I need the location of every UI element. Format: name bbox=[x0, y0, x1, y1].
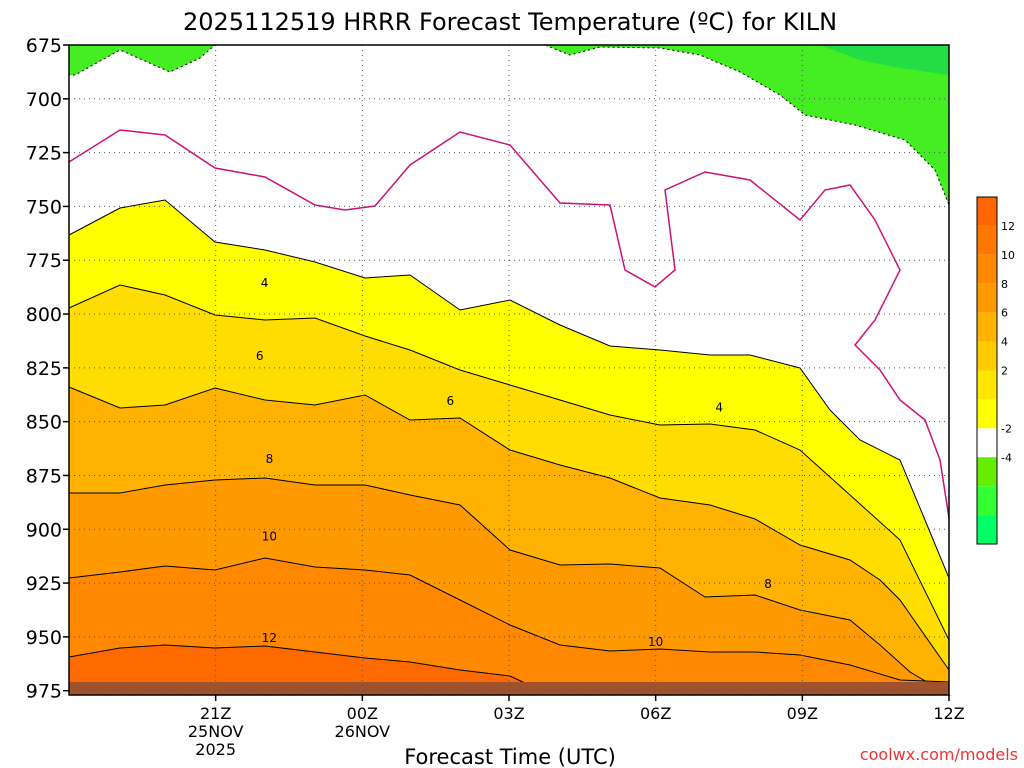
colorbar-label: -2 bbox=[1001, 422, 1012, 435]
colorbar-label: 10 bbox=[1001, 249, 1015, 262]
fill-cold-top-right bbox=[544, 44, 950, 206]
colorbar-label: 4 bbox=[1001, 336, 1008, 349]
contour-label: 12 bbox=[262, 631, 277, 645]
x-tick-label: 12Z bbox=[933, 704, 964, 723]
colorbar-label: -4 bbox=[1001, 451, 1012, 464]
contour-label: 10 bbox=[648, 635, 663, 649]
x-axis-label: Forecast Time (UTC) bbox=[404, 745, 616, 768]
contour-label: 6 bbox=[447, 394, 455, 408]
colorbar-label: 2 bbox=[1001, 365, 1008, 378]
colorbar-segment bbox=[977, 428, 997, 458]
colorbar-segment bbox=[977, 457, 997, 487]
fill-cold-top-left bbox=[68, 44, 217, 76]
y-tick-label: 975 bbox=[26, 681, 62, 703]
contour-label: 10 bbox=[262, 530, 277, 544]
contour-label: 8 bbox=[764, 577, 772, 591]
colorbar-segment bbox=[977, 486, 997, 516]
y-axis: 675 700 725 750 775 800 825 850 875 900 925 950 975 bbox=[26, 35, 69, 703]
colorbar-segment bbox=[977, 197, 997, 226]
contour-label: 4 bbox=[261, 276, 269, 290]
y-tick-label: 950 bbox=[26, 627, 62, 649]
contour-label: 6 bbox=[256, 349, 264, 363]
colorbar-segment bbox=[977, 515, 997, 544]
colorbar-label: 6 bbox=[1001, 307, 1008, 320]
colorbar-segment bbox=[977, 283, 997, 313]
y-tick-label: 825 bbox=[26, 358, 62, 380]
plot-area: 4 6 8 10 12 6 4 8 10 bbox=[68, 44, 951, 696]
grid-lines bbox=[69, 45, 950, 695]
x-tick-label: 00Z bbox=[347, 704, 378, 723]
x-tick-label: 21Z bbox=[200, 704, 231, 723]
contour-labels: 4 6 8 10 12 6 4 8 10 bbox=[256, 276, 772, 649]
contour-label: 4 bbox=[715, 401, 723, 415]
y-tick-label: 875 bbox=[26, 465, 62, 487]
colorbar-segment bbox=[977, 399, 997, 429]
colorbar: 12 10 8 6 4 2 -2 -4 bbox=[976, 196, 1015, 545]
contour-label: 8 bbox=[266, 452, 274, 466]
y-tick-label: 675 bbox=[26, 35, 62, 57]
y-tick-label: 850 bbox=[26, 412, 62, 434]
y-tick-label: 700 bbox=[26, 89, 62, 111]
colorbar-segment bbox=[977, 312, 997, 342]
y-tick-label: 775 bbox=[26, 250, 62, 272]
colorbar-segment bbox=[977, 225, 997, 255]
freezing-level-line bbox=[68, 129, 950, 519]
colorbar-segment bbox=[977, 370, 997, 400]
colorbar-label: 8 bbox=[1001, 278, 1008, 291]
colorbar-segment bbox=[977, 341, 997, 371]
x-tick-label: 06Z bbox=[640, 704, 671, 723]
credit-text: coolwx.com/models bbox=[860, 745, 1018, 764]
colorbar-frame bbox=[976, 196, 998, 545]
colorbar-label: 12 bbox=[1001, 220, 1015, 233]
x-tick-label: 26NOV bbox=[335, 722, 391, 741]
x-tick-label: 2025 bbox=[195, 740, 236, 759]
x-tick-label: 03Z bbox=[493, 704, 524, 723]
x-tick-label: 09Z bbox=[787, 704, 818, 723]
y-tick-label: 800 bbox=[26, 304, 62, 326]
ground-surface bbox=[69, 682, 949, 695]
y-tick-label: 925 bbox=[26, 573, 62, 595]
y-tick-label: 725 bbox=[26, 143, 62, 165]
chart-title: 2025112519 HRRR Forecast Temperature (ºC… bbox=[183, 8, 837, 36]
x-tick-label: 25NOV bbox=[188, 722, 244, 741]
fill-cold-top-right-dark bbox=[820, 45, 949, 75]
colorbar-segment bbox=[977, 254, 997, 284]
y-tick-label: 900 bbox=[26, 519, 62, 541]
y-tick-label: 750 bbox=[26, 196, 62, 218]
